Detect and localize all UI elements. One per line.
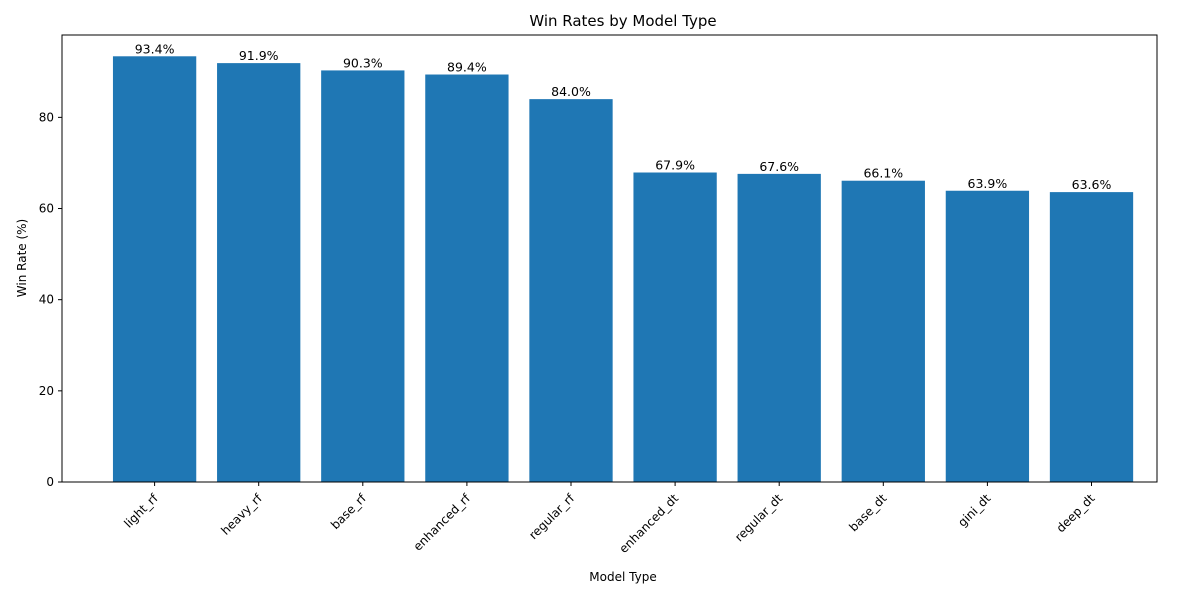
bar-gini_dt: [945, 190, 1030, 482]
chart-title: Win Rates by Model Type: [529, 12, 716, 30]
x-tick-label-enhanced_rf: enhanced_rf: [411, 491, 474, 554]
y-tick-label-0: 0: [46, 475, 54, 489]
x-tick-label-heavy_rf: heavy_rf: [218, 491, 265, 538]
value-label-regular_rf: 84.0%: [551, 84, 591, 99]
bar-regular_dt: [737, 173, 821, 482]
x-axis-label: Model Type: [589, 570, 656, 584]
bars-layer: [112, 56, 1134, 483]
x-axis: light_rf heavy_rf base_rf enhanced_rf regula…: [121, 482, 1098, 556]
value-label-deep_dt: 63.6%: [1072, 177, 1112, 192]
value-label-enhanced_rf: 89.4%: [447, 60, 487, 75]
y-axis: 0 20 40 60 80: [39, 110, 62, 489]
y-tick-label-60: 60: [39, 202, 54, 216]
bar-enhanced_dt: [633, 172, 717, 482]
value-label-base_dt: 66.1%: [863, 166, 903, 181]
value-label-light_rf: 93.4%: [135, 41, 175, 56]
plot-frame: [61, 34, 1158, 483]
x-tick-label-light_rf: light_rf: [121, 491, 161, 531]
x-tick-label-base_dt: base_dt: [846, 491, 889, 534]
bar-base_dt: [841, 180, 925, 482]
value-label-regular_dt: 67.6%: [759, 159, 799, 174]
y-tick-label-40: 40: [39, 293, 54, 307]
value-label-enhanced_dt: 67.9%: [655, 158, 695, 173]
value-label-heavy_rf: 91.9%: [239, 48, 279, 63]
bar-deep_dt: [1049, 192, 1134, 483]
bar-regular_rf: [529, 99, 613, 482]
y-tick-label-80: 80: [39, 110, 54, 124]
x-tick-label-regular_rf: regular_rf: [526, 491, 577, 542]
x-tick-label-regular_dt: regular_dt: [732, 491, 785, 544]
bar-enhanced_rf: [425, 74, 509, 483]
value-labels-layer: 93.4% 91.9% 90.3% 89.4% 84.0% 67.9% 67.6% 66.1%…: [135, 41, 1112, 192]
x-tick-label-gini_dt: gini_dt: [955, 491, 994, 530]
y-tick-label-20: 20: [39, 384, 54, 398]
x-tick-label-deep_dt: deep_dt: [1054, 491, 1098, 535]
bar-base_rf: [321, 70, 405, 483]
x-tick-label-base_rf: base_rf: [328, 491, 369, 532]
y-axis-label: Win Rate (%): [15, 219, 29, 297]
x-tick-label-enhanced_dt: enhanced_dt: [617, 491, 682, 556]
value-label-base_rf: 90.3%: [343, 55, 383, 70]
value-label-gini_dt: 63.9%: [968, 176, 1008, 191]
bar-light_rf: [112, 56, 197, 482]
bar-heavy_rf: [217, 63, 301, 483]
